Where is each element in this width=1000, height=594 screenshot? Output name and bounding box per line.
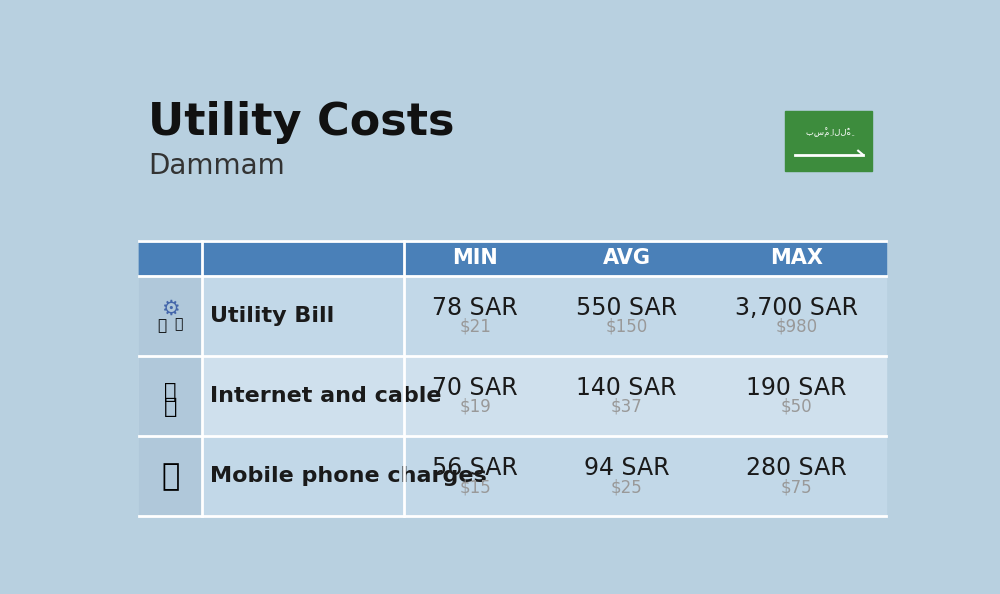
Text: 🖨: 🖨 [164, 397, 177, 417]
Bar [139, 356, 886, 436]
Bar [139, 356, 202, 436]
Text: 3,700 SAR: 3,700 SAR [735, 296, 858, 320]
Text: $50: $50 [781, 398, 812, 416]
Text: $19: $19 [459, 398, 491, 416]
Text: $37: $37 [611, 398, 642, 416]
Text: 📶: 📶 [164, 383, 177, 402]
Bar [139, 436, 202, 516]
Text: $150: $150 [605, 318, 648, 336]
Text: $21: $21 [459, 318, 491, 336]
Text: AVG: AVG [602, 248, 650, 268]
Text: Dammam: Dammam [148, 152, 285, 180]
Bar [785, 111, 872, 172]
Text: MIN: MIN [452, 248, 498, 268]
Text: 190 SAR: 190 SAR [746, 376, 847, 400]
Text: $15: $15 [459, 478, 491, 496]
Text: Internet and cable: Internet and cable [210, 386, 442, 406]
Text: 🔌: 🔌 [157, 318, 166, 333]
Bar [139, 276, 202, 356]
Text: 56 SAR: 56 SAR [432, 456, 518, 480]
Text: Utility Bill: Utility Bill [210, 306, 334, 326]
Text: 550 SAR: 550 SAR [576, 296, 677, 320]
Text: 📦: 📦 [174, 317, 183, 331]
Bar [139, 276, 886, 356]
Bar [139, 436, 886, 516]
Text: 280 SAR: 280 SAR [746, 456, 847, 480]
Bar [139, 241, 886, 276]
Text: Mobile phone charges: Mobile phone charges [210, 466, 487, 486]
Text: Utility Costs: Utility Costs [148, 100, 455, 144]
Text: ⚙: ⚙ [161, 298, 180, 318]
Text: 📱: 📱 [162, 462, 180, 491]
Text: 94 SAR: 94 SAR [584, 456, 669, 480]
Text: $25: $25 [611, 478, 642, 496]
Text: 140 SAR: 140 SAR [576, 376, 677, 400]
Text: بِسْمِ اللّٰهِ: بِسْمِ اللّٰهِ [806, 127, 851, 137]
Text: 70 SAR: 70 SAR [432, 376, 518, 400]
Text: MAX: MAX [770, 248, 823, 268]
Text: $75: $75 [781, 478, 812, 496]
Text: 78 SAR: 78 SAR [432, 296, 518, 320]
Bar [139, 241, 404, 276]
Text: $980: $980 [775, 318, 817, 336]
